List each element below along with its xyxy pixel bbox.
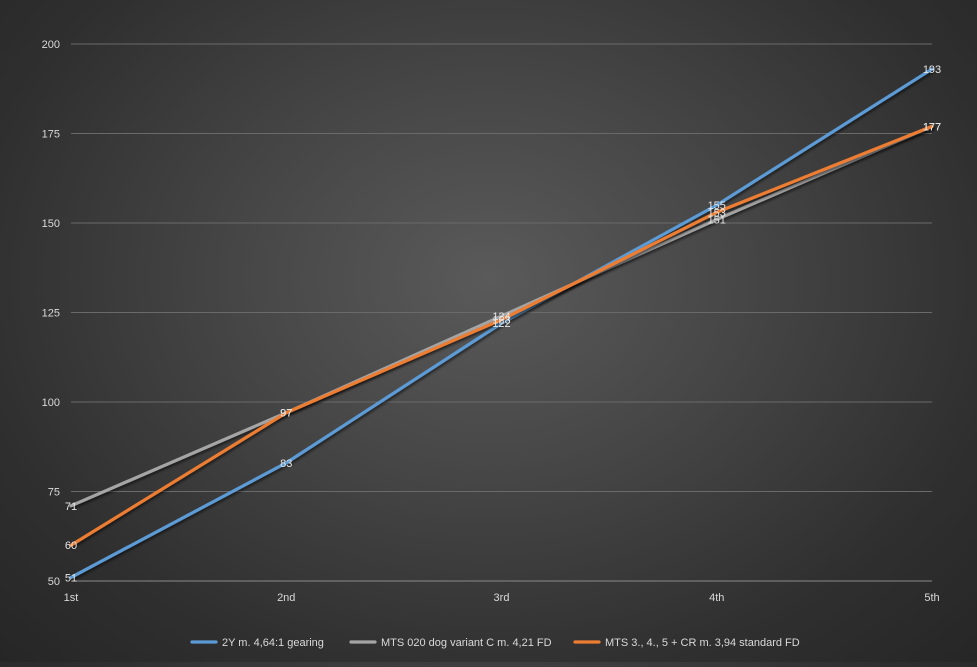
legend: 2Y m. 4,64:1 gearing MTS 020 dog variant … — [190, 637, 800, 649]
legend-label-1: 2Y m. 4,64:1 gearing — [222, 637, 324, 649]
data-label: 177 — [923, 121, 941, 133]
data-label: 51 — [65, 572, 77, 584]
x-tick-label: 4th — [709, 592, 724, 604]
data-label: 97 — [280, 408, 292, 420]
x-tick-label: 5th — [924, 592, 939, 604]
y-tick-label: 75 — [48, 487, 60, 499]
series-line-3 — [69, 124, 934, 547]
y-tick-label: 100 — [42, 397, 60, 409]
data-label: 122 — [492, 318, 510, 330]
x-tick-label: 1st — [64, 592, 79, 604]
y-tick-label: 200 — [42, 39, 60, 51]
series-line-1 — [69, 67, 934, 580]
data-label: 83 — [280, 458, 292, 470]
data-label: 71 — [65, 501, 77, 513]
data-label: 155 — [708, 200, 726, 212]
x-tick-label: 3rd — [494, 592, 510, 604]
gridlines — [71, 43, 932, 492]
x-tick-label: 2nd — [277, 592, 295, 604]
y-tick-label: 175 — [42, 129, 60, 141]
data-label: 124 — [492, 311, 510, 323]
y-tick-label: 50 — [48, 576, 60, 588]
data-label: 177 — [923, 121, 941, 133]
y-tick-label: 150 — [42, 218, 60, 230]
series-line-2 — [69, 124, 934, 508]
legend-label-2: MTS 020 dog variant C m. 4,21 FD — [381, 637, 552, 649]
y-tick-label: 125 — [42, 308, 60, 320]
axes: 50 75 100 125 150 175 200 1st 2nd 3rd 4th 5th — [42, 39, 940, 604]
legend-label-3: MTS 3., 4., 5 + CR m. 3,94 standard FD — [605, 637, 800, 649]
data-label: 97 — [280, 408, 292, 420]
data-label: 151 — [708, 214, 726, 226]
data-label: 193 — [923, 64, 941, 76]
data-label: 60 — [65, 540, 77, 552]
data-label: 153 — [708, 207, 726, 219]
data-label: 123 — [492, 315, 510, 327]
series-lines — [69, 67, 934, 580]
